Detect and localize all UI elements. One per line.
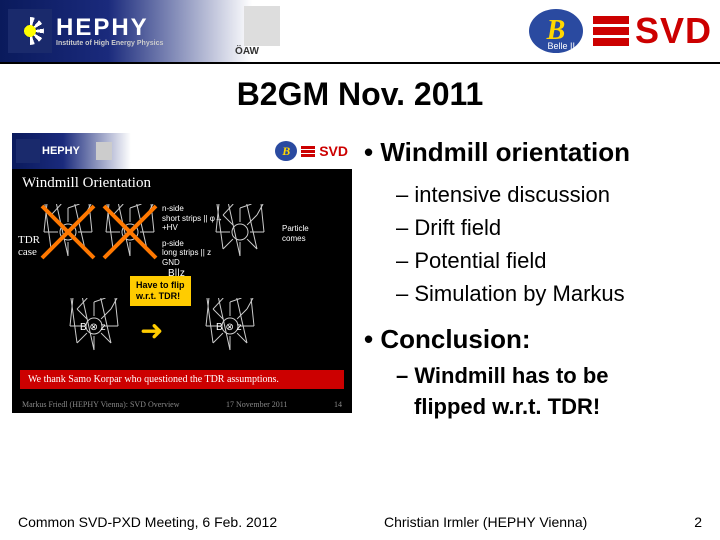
embedded-footer-left: Markus Friedl (HEPHY Vienna): SVD Overvi…: [22, 400, 180, 409]
svd-bars-icon: [593, 16, 629, 46]
cross-icon: [100, 202, 160, 262]
slide-content: HEPHY B SVD Windmill Orientation TDR cas…: [0, 113, 720, 423]
embedded-footer: Markus Friedl (HEPHY Vienna): SVD Overvi…: [12, 398, 352, 411]
slide-footer: Common SVD-PXD Meeting, 6 Feb. 2012 Chri…: [0, 514, 720, 530]
thanks-bar: We thank Samo Korpar who questioned the …: [20, 370, 344, 389]
svd-text: SVD: [635, 10, 712, 52]
mini-bars-icon: [301, 146, 315, 157]
embedded-body: TDR case n-sideshort strips || φ→+HV p-s…: [12, 198, 352, 368]
hephy-name: HEPHY: [56, 16, 163, 40]
footer-left: Common SVD-PXD Meeting, 6 Feb. 2012: [18, 514, 277, 530]
mini-hephy-icon: [16, 139, 40, 163]
embedded-footer-center: 17 November 2011: [226, 400, 287, 409]
bz-label-2: B ⊗ z: [80, 322, 106, 333]
arrow-icon: ➜: [140, 314, 163, 347]
mini-oaw-icon: [96, 142, 112, 160]
particle-label: Particlecomes: [282, 224, 309, 243]
bullet-sub: Potential field: [364, 244, 700, 277]
header-left: HEPHY Institute of High Energy Physics Ö…: [8, 6, 280, 57]
hephy-logo: HEPHY Institute of High Energy Physics: [8, 7, 188, 55]
bullet-main-2: Conclusion:: [364, 324, 700, 355]
cross-icon: [38, 202, 98, 262]
bullet-main-1: Windmill orientation: [364, 137, 700, 168]
bullet-conclusion: Windmill has to be flipped w.r.t. TDR!: [364, 361, 700, 423]
bullet-sub: Drift field: [364, 211, 700, 244]
hephy-icon: [8, 9, 52, 53]
slide-title: B2GM Nov. 2011: [0, 76, 720, 113]
embedded-title: Windmill Orientation: [12, 169, 352, 198]
mini-hephy-text: HEPHY: [42, 145, 80, 157]
slide-header: HEPHY Institute of High Energy Physics Ö…: [0, 0, 720, 64]
embedded-slide: HEPHY B SVD Windmill Orientation TDR cas…: [12, 133, 352, 413]
footer-center: Christian Irmler (HEPHY Vienna): [384, 514, 587, 530]
header-right: B Belle II SVD: [529, 9, 712, 53]
footer-right: 2: [694, 514, 702, 530]
belle-ii: Belle II: [547, 41, 575, 51]
embedded-header: HEPHY B SVD: [12, 133, 352, 169]
bullet-sub: intensive discussion: [364, 178, 700, 211]
svd-logo: SVD: [593, 10, 712, 52]
oaw-icon: [244, 6, 280, 46]
embedded-footer-right: 14: [334, 400, 342, 409]
bz-label-3: B ⊗ z: [216, 322, 242, 333]
mini-belle-icon: B: [275, 141, 297, 161]
bullet-sub: Simulation by Markus: [364, 277, 700, 310]
nside-label: n-sideshort strips || φ→+HV p-sidelong s…: [162, 204, 223, 268]
oaw-label: ÖAW: [235, 46, 259, 57]
tdr-label: TDR case: [18, 234, 40, 258]
hephy-sub: Institute of High Energy Physics: [56, 40, 163, 47]
bullet-list: Windmill orientation intensive discussio…: [364, 133, 700, 423]
belle-logo: B Belle II: [529, 9, 583, 53]
mini-svd-text: SVD: [319, 143, 348, 159]
flip-note: Have to flipw.r.t. TDR!: [130, 276, 191, 306]
